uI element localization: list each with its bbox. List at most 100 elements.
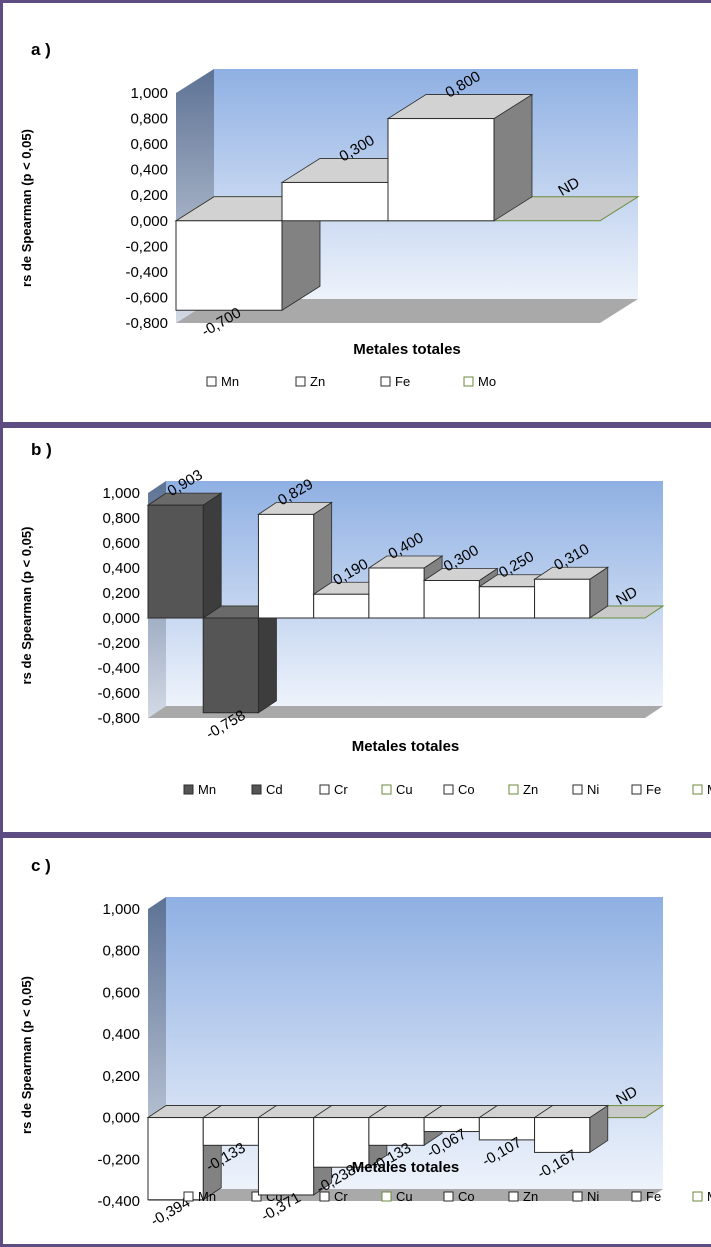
- chart-b-ytick-label: 0,800: [102, 510, 140, 527]
- chart-a-x-axis-label: Metales totales: [353, 341, 461, 358]
- chart-a-legend-label-mo: Mo: [478, 374, 496, 389]
- chart-c-legend-label-cr: Cr: [334, 1189, 348, 1204]
- chart-a-ytick-label: 0,200: [130, 187, 168, 204]
- chart-b-legend-swatch-cu: [381, 784, 392, 795]
- chart-b-legend-label-ni: Ni: [587, 782, 599, 797]
- chart-a-ytick-label: 0,800: [130, 111, 168, 128]
- chart-a-ytick-label: 0,400: [130, 162, 168, 179]
- chart-a-ytick-label: -0,200: [125, 238, 168, 255]
- chart-a-legend-label-fe: Fe: [395, 374, 410, 389]
- chart-c-bar-cr: [257, 1117, 315, 1196]
- chart-a-svg: 1,000 0,800 0,600 0,400 0,200 0,000 -0,200 -0,4…: [19, 40, 640, 389]
- chart-b-legend-label-mo: Mo: [707, 782, 711, 797]
- chart-b-panel-label: b ): [31, 440, 52, 459]
- chart-b-legend-label-zn: Zn: [523, 782, 538, 797]
- chart-a-legend-label-zn: Zn: [310, 374, 325, 389]
- chart-a-floor: [176, 299, 638, 323]
- chart-b-bar-zn: [423, 580, 480, 619]
- chart-c-bar-mn: [147, 1117, 204, 1201]
- chart-c-legend-label-fe: Fe: [646, 1189, 661, 1204]
- chart-b-legend-label-cu: Cu: [396, 782, 413, 797]
- chart-b-bar-cd-side: [258, 605, 277, 714]
- chart-c-legend-label-mn: Mn: [198, 1189, 216, 1204]
- chart-c-ytick-label: 0,000: [102, 1110, 140, 1127]
- chart-b-bar-ni: [478, 586, 536, 619]
- chart-b-svg: 1,000 0,800 0,600 0,400 0,200 0,000 -0,200 -0,4…: [19, 440, 711, 797]
- chart-c-legend-swatch-fe: [631, 1191, 642, 1202]
- chart-c-bar-zn: [423, 1117, 480, 1133]
- chart-a-y-axis-label: rs de Spearman (p < 0,05): [19, 129, 34, 287]
- chart-b-ytick-label: -0,600: [97, 685, 140, 702]
- chart-c-svg: 1,000 0,800 0,600 0,400 0,200 0,000 -0,200 -0,4…: [19, 856, 711, 1230]
- chart-b-legend-swatch-cr: [319, 784, 330, 795]
- chart-c-legend-swatch-cd: [251, 1191, 262, 1202]
- chart-b-bar-mn: [147, 504, 204, 619]
- chart-a-legend-swatch-mo: [463, 376, 474, 387]
- chart-a-bar-zn: [281, 181, 389, 222]
- chart-b-legend-swatch-zn: [508, 784, 519, 795]
- chart-a-legend-swatch-fe: [380, 376, 391, 387]
- chart-a-bar-fe: [387, 118, 495, 222]
- chart-b-bar-fe: [534, 578, 591, 619]
- chart-panel-b: 1,000 0,800 0,600 0,400 0,200 0,000 -0,200 -0,4…: [0, 425, 711, 835]
- chart-c-panel-label: c ): [31, 856, 51, 875]
- chart-b-legend-swatch-mn: [183, 784, 194, 795]
- chart-b-legend-label-cr: Cr: [334, 782, 348, 797]
- chart-b-legend-swatch-cd: [251, 784, 262, 795]
- chart-c-ytick-label: 0,400: [102, 1026, 140, 1043]
- chart-b-legend-swatch-ni: [572, 784, 583, 795]
- chart-c-legend-label-zn: Zn: [523, 1189, 538, 1204]
- chart-c-legend-swatch-ni: [572, 1191, 583, 1202]
- chart-c-y-axis-label: rs de Spearman (p < 0,05): [19, 976, 34, 1134]
- chart-b-legend-swatch-fe: [631, 784, 642, 795]
- chart-a-ytick-label: 0,600: [130, 136, 168, 153]
- chart-c-legend-swatch-cr: [319, 1191, 330, 1202]
- chart-a-legend-swatch-mn: [206, 376, 217, 387]
- chart-a-panel-label: a ): [31, 40, 51, 59]
- chart-b-legend-swatch-co: [443, 784, 454, 795]
- chart-c-legend-label-mo: Mo: [707, 1189, 711, 1204]
- chart-c-ytick-label: 1,000: [102, 901, 140, 918]
- chart-b-ytick-label: 0,600: [102, 535, 140, 552]
- chart-b-legend-label-fe: Fe: [646, 782, 661, 797]
- chart-c-ytick-label: -0,400: [97, 1193, 140, 1210]
- chart-a-legend-label-mn: Mn: [221, 374, 239, 389]
- chart-a-ytick-label: -0,400: [125, 264, 168, 281]
- chart-c-bar-ni: [478, 1117, 536, 1141]
- chart-b-bar-cu: [313, 593, 370, 619]
- chart-b-x-axis-label: Metales totales: [352, 738, 460, 755]
- chart-b-bar-cd: [202, 617, 259, 714]
- chart-c-legend-label-cu: Cu: [396, 1189, 413, 1204]
- chart-c-bar-fe: [534, 1117, 591, 1153]
- chart-b-legend-label-co: Co: [458, 782, 475, 797]
- chart-a-legend-swatch-zn: [295, 376, 306, 387]
- chart-c-legend-label-ni: Ni: [587, 1189, 599, 1204]
- chart-b-ytick-label: 0,400: [102, 560, 140, 577]
- chart-b-bar-co: [368, 567, 425, 619]
- chart-b-floor: [148, 706, 663, 718]
- chart-panel-a: 1,000 0,800 0,600 0,400 0,200 0,000 -0,200 -0,4…: [0, 0, 711, 425]
- chart-c-legend-swatch-mo: [692, 1191, 703, 1202]
- chart-c-ytick-label: -0,200: [97, 1151, 140, 1168]
- chart-a-ytick-label: -0,800: [125, 315, 168, 332]
- chart-c-legend-label-co: Co: [458, 1189, 475, 1204]
- chart-c-legend-swatch-zn: [508, 1191, 519, 1202]
- chart-b-ytick-label: -0,800: [97, 710, 140, 727]
- chart-c-bar-cd: [202, 1117, 259, 1146]
- chart-b-legend-label-mn: Mn: [198, 782, 216, 797]
- chart-c-bar-cu: [313, 1117, 370, 1168]
- chart-b-bar-cr: [257, 513, 315, 619]
- chart-c-bar-co: [368, 1117, 425, 1146]
- chart-b-ytick-label: 0,000: [102, 610, 140, 627]
- chart-b-ytick-label: -0,200: [97, 635, 140, 652]
- chart-b-ytick-label: 1,000: [102, 485, 140, 502]
- chart-b-y-axis-label: rs de Spearman (p < 0,05): [19, 527, 34, 685]
- chart-c-legend-swatch-cu: [381, 1191, 392, 1202]
- chart-a-bar-mn: [175, 220, 283, 311]
- chart-b-bar-mn-side: [202, 492, 222, 619]
- chart-c-ytick-label: 0,600: [102, 984, 140, 1001]
- chart-c-x-axis-label: Metales totales: [352, 1159, 460, 1176]
- chart-a-ytick-label: 1,000: [130, 85, 168, 102]
- chart-b-ytick-label: -0,400: [97, 660, 140, 677]
- chart-c-ytick-label: 0,800: [102, 943, 140, 960]
